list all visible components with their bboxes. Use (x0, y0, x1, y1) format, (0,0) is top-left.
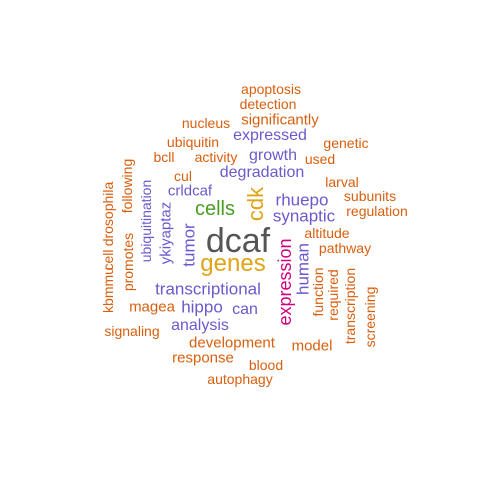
word-promotes: promotes (120, 232, 136, 292)
word-growth: growth (248, 147, 298, 164)
word-screening: screening (362, 286, 378, 348)
word-detection: detection (239, 96, 297, 112)
word-expression: expression (275, 238, 295, 326)
word-used: used (304, 151, 336, 167)
word-can: can (232, 301, 258, 318)
word-kbmmu: kbmmu (100, 267, 116, 313)
word-cul: cul (174, 168, 192, 184)
word-activity: activity (194, 149, 238, 165)
word-expressed: expressed (233, 127, 307, 144)
word-following: following (119, 158, 135, 214)
word-genetic: genetic (323, 135, 369, 151)
word-development: development (189, 334, 275, 352)
word-tumor: tumor (179, 223, 199, 267)
word-cells: cells (194, 198, 236, 220)
word-signaling: signaling (104, 323, 160, 339)
word-hippo: hippo (181, 297, 223, 317)
word-required: required (325, 269, 341, 321)
word-nucleus: nucleus (181, 115, 231, 131)
word-function: function (310, 267, 326, 317)
word-transcription: transcription (342, 267, 358, 345)
word-magea: magea (129, 298, 175, 316)
word-pathway: pathway (318, 240, 372, 256)
word-ubiquitination: ubiquitination (138, 179, 154, 263)
word-blood: blood (248, 357, 284, 373)
word-degradation: degradation (219, 164, 305, 181)
word-ubiquitin: ubiquitin (166, 134, 220, 150)
word-bcll: bcll (153, 149, 175, 165)
word-rhuepo: rhuepo (275, 190, 329, 210)
word-larval: larval (325, 174, 359, 190)
word-model: model (291, 337, 333, 355)
word-subunits: subunits (343, 188, 397, 204)
word-dcaf: dcaf (205, 222, 271, 260)
word-genes: genes (200, 250, 266, 277)
word-autophagy: autophagy (207, 371, 273, 387)
word-crldcaf: crldcaf (167, 182, 213, 200)
word-significantly: significantly (241, 111, 319, 129)
word-human: human (293, 243, 313, 295)
word-synaptic: synaptic (272, 206, 336, 226)
word-cdk: cdk (243, 186, 268, 222)
word-response: response (172, 349, 234, 367)
word-regulation: regulation (346, 203, 408, 219)
word-transcriptional: transcriptional (155, 279, 261, 299)
word-drosophila: drosophila (100, 181, 116, 247)
word-apoptosis: apoptosis (241, 81, 301, 97)
word-analysis: analysis (171, 317, 229, 334)
word-altitude: altitude (304, 225, 350, 241)
word-ykiyaptaz: ykiyaptaz (157, 201, 175, 265)
